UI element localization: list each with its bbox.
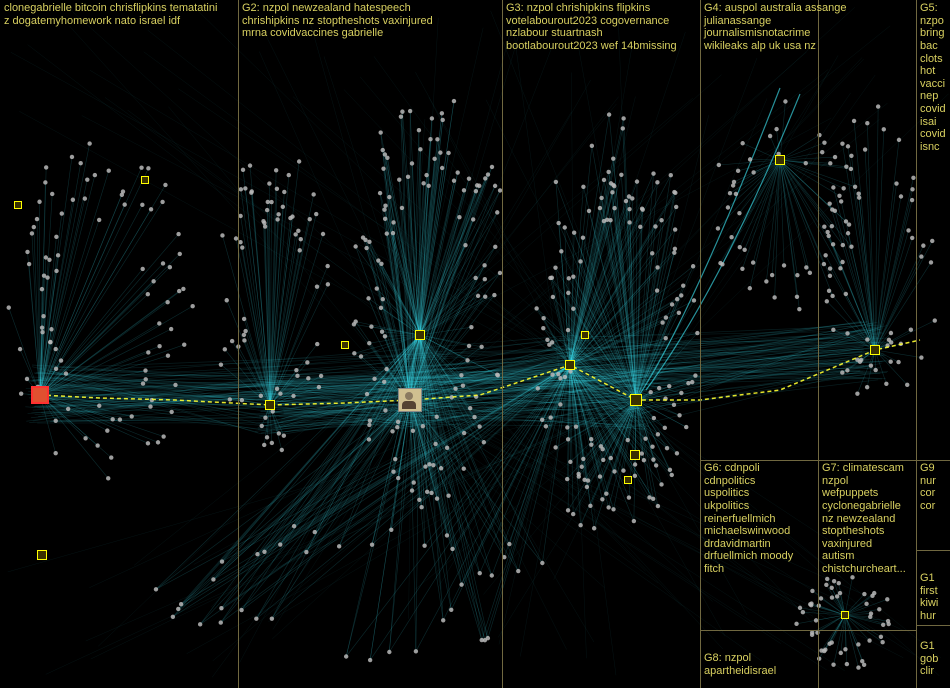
network-graph: clonegabrielle bitcoin chrisflipkins tem… [0, 0, 950, 688]
group-g2[interactable]: G2: nzpol newzealand hatespeechchrishipk… [238, 0, 502, 42]
group-g7[interactable]: G7: climatescamnzpolwefpuppetscyclonegab… [818, 460, 916, 578]
hub-node[interactable] [581, 331, 589, 339]
group-label: clonegabrielle bitcoin chrisflipkins tem… [4, 2, 234, 27]
group-g8[interactable]: G8: nzpolapartheidisrael [700, 650, 916, 679]
group-label: G8: nzpolapartheidisrael [704, 652, 912, 677]
hub-node[interactable] [624, 476, 632, 484]
group-g11[interactable]: G1firstkiwihur [916, 570, 950, 625]
seed-node[interactable] [31, 386, 49, 404]
row-divider [916, 625, 950, 626]
group-label: G1gobclir [920, 640, 946, 678]
column-divider [818, 0, 819, 688]
group-label: G5: nzpobringbacclotshotvaccinepcovidisa… [920, 2, 946, 154]
hub-node[interactable] [37, 550, 47, 560]
avatar-node[interactable] [398, 388, 422, 412]
group-label: G6: cdnpolicdnpoliticsuspoliticsukpoliti… [704, 462, 814, 576]
group-g6[interactable]: G6: cdnpolicdnpoliticsuspoliticsukpoliti… [700, 460, 818, 578]
group-g3[interactable]: G3: nzpol chrishipkins flipkinsvotelabou… [502, 0, 700, 55]
hub-node[interactable] [841, 611, 849, 619]
group-g5[interactable]: G5: nzpobringbacclotshotvaccinepcovidisa… [916, 0, 950, 156]
column-divider [502, 0, 503, 688]
group-label: G9nurcorcor [920, 462, 946, 513]
column-divider [700, 0, 701, 688]
group-g4[interactable]: G4: auspol australia assangejulianassang… [700, 0, 916, 55]
group-label: G4: auspol australia assangejulianassang… [704, 2, 912, 53]
hub-node[interactable] [630, 450, 640, 460]
hub-node[interactable] [141, 176, 149, 184]
hub-node[interactable] [265, 400, 275, 410]
hub-node[interactable] [341, 341, 349, 349]
hub-node[interactable] [630, 394, 642, 406]
group-g1[interactable]: clonegabrielle bitcoin chrisflipkins tem… [0, 0, 238, 29]
network-svg [0, 0, 950, 688]
group-label: G7: climatescamnzpolwefpuppetscyclonegab… [822, 462, 912, 576]
row-divider [916, 550, 950, 551]
row-divider [700, 630, 916, 631]
column-divider [238, 0, 239, 688]
hub-node[interactable] [775, 155, 785, 165]
hub-node[interactable] [14, 201, 22, 209]
hub-node[interactable] [415, 330, 425, 340]
group-label: G2: nzpol newzealand hatespeechchrishipk… [242, 2, 498, 40]
group-label: G1firstkiwihur [920, 572, 946, 623]
group-g15[interactable]: G1gobclir [916, 638, 950, 680]
group-g9[interactable]: G9nurcorcor [916, 460, 950, 515]
hub-node[interactable] [870, 345, 880, 355]
hub-node[interactable] [565, 360, 575, 370]
group-label: G3: nzpol chrishipkins flipkinsvotelabou… [506, 2, 696, 53]
